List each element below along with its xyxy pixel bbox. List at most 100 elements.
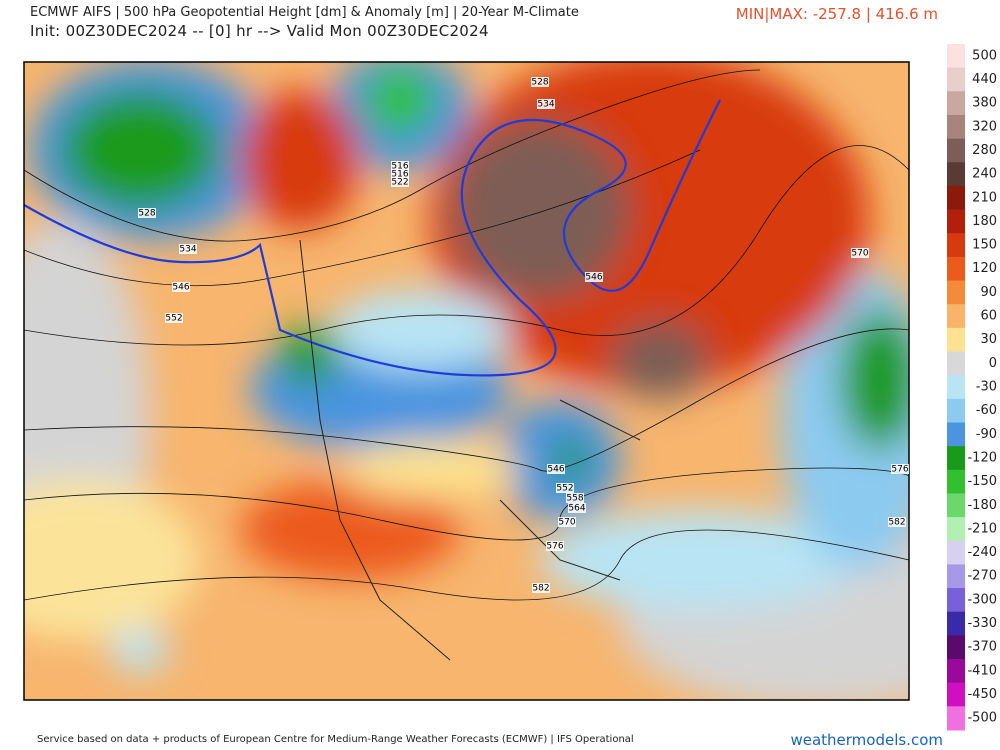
contour-label: 528 [531,78,548,88]
contour-label: 546 [547,465,564,475]
colorbar-label: 240 [972,167,997,182]
contour-label: 552 [556,484,573,494]
colorbar-label: -120 [967,450,997,465]
colorbar-label: -500 [967,711,997,726]
contour-label: 558 [566,494,583,504]
colorbar-swatch [947,233,965,258]
colorbar-swatch [947,517,965,542]
colorbar-label: -300 [967,592,997,607]
contour-label-bg [888,517,906,527]
contour-label: 546 [172,283,189,293]
colorbar-label: 440 [972,72,997,87]
colorbar-swatch [947,540,965,565]
colorbar-swatch [947,706,965,731]
colorbar-swatch [947,327,965,353]
contour-label-bg [537,99,555,109]
colorbar-label: -410 [967,663,997,678]
colorbar-swatch [947,304,965,329]
contour-label-bg [165,313,183,323]
colorbar-label: 60 [980,309,997,324]
colorbar-label: 320 [972,119,997,134]
colorbar-swatch [947,114,965,140]
contour-label: 528 [138,209,155,219]
colorbar-label: -270 [967,569,997,584]
contour-label-bg [547,464,565,474]
contour-label: 534 [537,100,554,110]
colorbar-swatch [947,280,965,305]
colorbar-swatch [947,493,965,518]
colorbar-swatch [947,375,965,400]
contour-label-bg [556,483,574,493]
contour-label-bg [546,541,564,551]
colorbar-swatch [947,351,965,376]
colorbar-label: -90 [976,427,997,442]
contour-label-bg [891,464,909,474]
contour-label-bg [568,503,586,513]
credit: Service based on data + products of Euro… [37,734,634,745]
colorbar-swatch [947,209,965,234]
contour-label-bg [391,161,409,171]
colorbar-label: 180 [972,214,997,229]
contour-label: 546 [585,273,602,283]
colorbar-label: -210 [967,521,997,536]
contour-label-bg [566,493,584,503]
colorbar-label: -180 [967,498,997,513]
colorbar-label: -450 [967,687,997,702]
colorbar-label: 210 [972,190,997,205]
colorbar-label: 500 [972,48,997,63]
colorbar-swatch [947,446,965,471]
colorbar-swatch [947,588,965,613]
contour-label: 582 [888,518,905,528]
colorbar-label: -330 [967,616,997,631]
colorbar-label: 150 [972,238,997,253]
contour-label: 576 [546,542,563,552]
contour-label-bg [851,248,869,258]
contour-label-bg [532,583,550,593]
colorbar-label: -30 [976,380,997,395]
colorbar-swatch [947,138,965,163]
contour-label: 522 [391,178,408,188]
colorbar-swatch [947,91,965,116]
contour-label-bg [531,77,549,87]
colorbar-label: -150 [967,474,997,489]
colorbar-label: 30 [980,332,997,347]
init-time: Init: 00Z30DEC2024 -- [0] hr --> Valid M… [30,22,489,40]
colorbar-swatch [947,564,965,589]
map-field [24,62,909,700]
min-max: MIN|MAX: -257.8 | 416.6 m [735,5,938,23]
contour-label-bg [172,282,190,292]
colorbar-swatch [947,256,965,282]
colorbar-swatch [947,398,965,423]
colorbar-label: 120 [972,261,997,276]
colorbar-swatch [947,635,965,660]
contour-label-bg [138,208,156,218]
colorbar-label: -240 [967,545,997,560]
colorbar-label: -370 [967,640,997,655]
contour-label-bg [391,169,409,179]
colorbar-swatch [947,682,965,707]
colorbar-swatch [947,422,965,447]
contour-label: 564 [568,504,585,514]
contour-label: 516 [391,162,408,172]
colorbar-label: 0 [989,356,997,371]
colorbar-swatch [947,469,965,494]
contour-label: 570 [558,518,575,528]
colorbar-swatch [947,185,965,211]
contour-label: 570 [851,249,868,259]
contour-label-bg [179,244,197,254]
colorbar-label: 380 [972,96,997,111]
contour-label: 534 [179,245,196,255]
contour-label-bg [391,177,409,187]
colorbar-label: -60 [976,403,997,418]
colorbar-label: 280 [972,143,997,158]
contour-label-bg [585,272,603,282]
colorbar-swatch [947,67,965,92]
map-title: ECMWF AIFS | 500 hPa Geopotential Height… [30,5,579,20]
site: weathermodels.com [790,731,943,749]
contour-label-bg [558,517,576,527]
colorbar-swatch [947,611,965,636]
contour-label: 516 [391,170,408,180]
contour-label: 552 [165,314,182,324]
